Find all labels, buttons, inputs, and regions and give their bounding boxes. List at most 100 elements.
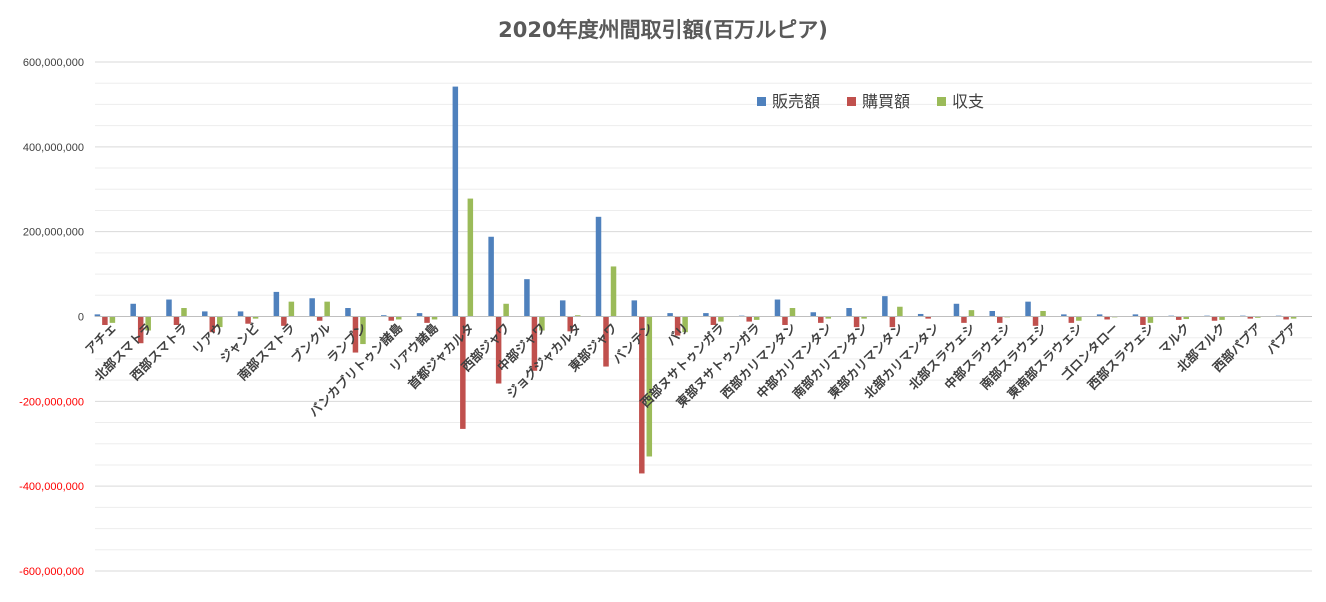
bar-収支-西部スマトラ (181, 308, 187, 317)
bar-購買額-南部スラウェシ (1032, 316, 1039, 326)
bar-収支-バリ (682, 316, 688, 333)
y-tick-label: -400,000,000 (19, 481, 84, 493)
bar-収支-マルク (1183, 316, 1189, 320)
bar-収支-南部カリマンタン (861, 316, 867, 319)
bar-購買額-ジャンビ (245, 316, 251, 324)
bar-購買額-南部カリマンタン (853, 316, 860, 328)
bar-収支-ランプン (360, 316, 366, 345)
bar-収支-リアウ (217, 316, 223, 328)
bar-収支-アチェ (109, 316, 116, 323)
bar-購買額-マルク (1175, 316, 1182, 320)
bar-収支-西部スラウェシ (1147, 316, 1154, 323)
y-tick-label: 200,000,000 (23, 227, 84, 239)
bar-販売額-西部スラウェシ (1132, 314, 1139, 317)
bar-購買額-南部スマトラ (281, 316, 287, 326)
bar-収支-東部ヌサトゥンガラ (753, 316, 760, 320)
y-tick-label: 400,000,000 (23, 142, 84, 154)
bar-販売額-首都ジャカルタ (452, 86, 459, 317)
bar-販売額-北部スラウェシ (953, 303, 960, 317)
bar-購買額-西部パプア (1247, 316, 1254, 319)
bar-販売額-南部カリマンタン (846, 308, 852, 317)
bar-販売額-中部カリマンタン (810, 312, 817, 317)
y-tick-label: 0 (78, 312, 84, 324)
bar-販売額-東部カリマンタン (882, 296, 888, 317)
bar-購買額-バンテン (639, 316, 645, 474)
bar-購買額-中部スラウェシ (997, 316, 1003, 323)
bar-販売額-アチェ (94, 314, 101, 317)
bar-販売額-西部ヌサトゥンガラ (703, 313, 709, 317)
legend-swatch (937, 97, 946, 106)
bar-収支-首都ジャカルタ (467, 198, 474, 317)
bar-購買額-ランプン (352, 316, 359, 353)
bar-収支-バンテン (646, 316, 653, 457)
bar-販売額-ゴロンタロー (1096, 314, 1103, 317)
bar-購買額-東部カリマンタン (889, 316, 896, 328)
bar-購買額-西部スマトラ (173, 316, 180, 325)
bar-収支-西部カリマンタン (789, 308, 796, 317)
bar-販売額-北部スマトラ (130, 303, 136, 317)
legend-swatch (757, 97, 766, 106)
bar-購買額-北部スマトラ (137, 316, 144, 344)
bar-販売額-西部カリマンタン (774, 299, 781, 317)
bar-販売額-西部スマトラ (166, 299, 172, 317)
bar-購買額-東南部スラウェシ (1068, 316, 1075, 323)
bar-購買額-西部カリマンタン (782, 316, 788, 325)
bar-購買額-ブンクル (316, 316, 323, 321)
bar-収支-ジョグジャカルタ (574, 315, 581, 317)
bar-収支-南部スラウェシ (1040, 310, 1046, 317)
bar-購買額-西部ヌサトゥンガラ (710, 316, 717, 325)
bar-購買額-北部スラウェシ (961, 316, 967, 323)
bar-販売額-バンテン (631, 300, 638, 317)
bar-購買額-東部ジャワ (603, 316, 609, 367)
bar-購買額-中部カリマンタン (818, 316, 824, 323)
bar-販売額-南部スラウェシ (1025, 301, 1031, 317)
bar-収支-東南部スラウェシ (1076, 316, 1082, 321)
bar-収支-バンカブリトゥン諸島 (396, 316, 402, 320)
bar-収支-北部スマトラ (145, 316, 151, 331)
bar-販売額-ジョグジャカルタ (559, 300, 566, 317)
bar-販売額-中部スラウェシ (989, 310, 995, 317)
bar-収支-中部ジャワ (539, 316, 545, 331)
legend-label: 販売額 (772, 92, 820, 111)
bar-購買額-西部スラウェシ (1140, 316, 1146, 325)
y-tick-label: -600,000,000 (19, 566, 84, 578)
bar-購買額-北部マルク (1211, 316, 1218, 321)
bar-購買額-アチェ (102, 316, 108, 325)
bar-販売額-ブンクル (309, 298, 315, 317)
bar-販売額-北部カリマンタン (917, 313, 924, 317)
y-tick-label: 600,000,000 (23, 57, 84, 69)
bar-販売額-バンカブリトゥン諸島 (381, 315, 387, 317)
bar-販売額-ジャンビ (237, 311, 244, 317)
bar-収支-東部カリマンタン (897, 306, 903, 317)
bar-購買額-バリ (674, 316, 681, 336)
bar-収支-北部スラウェシ (968, 310, 975, 317)
category-label: パプア (1263, 320, 1300, 357)
bar-収支-西部パプア (1255, 316, 1261, 318)
bar-購買額-リアウ (209, 316, 216, 333)
legend-label: 購買額 (862, 92, 910, 111)
bar-収支-東部ジャワ (610, 266, 617, 317)
bar-販売額-リアウ (202, 311, 208, 317)
y-tick-label: -200,000,000 (19, 396, 84, 408)
bar-購買額-バンカブリトゥン諸島 (388, 316, 394, 321)
legend-swatch (847, 97, 856, 106)
bar-収支-中部カリマンタン (825, 316, 832, 319)
bar-販売額-東南部スラウェシ (1061, 314, 1067, 317)
bar-販売額-バリ (667, 313, 673, 317)
bar-収支-南部スマトラ (288, 301, 295, 317)
bar-販売額-ランプン (345, 308, 351, 317)
bar-購買額-西部ジャワ (495, 316, 502, 384)
bar-収支-ブンクル (324, 301, 330, 317)
chart-title: 2020年度州間取引額(百万ルピア) (498, 18, 828, 42)
bar-収支-西部ジャワ (503, 303, 509, 317)
bar-購買額-パプア (1283, 316, 1289, 320)
bar-販売額-南部スマトラ (273, 291, 280, 317)
legend-label: 収支 (952, 92, 984, 111)
bar-購買額-北部カリマンタン (925, 316, 931, 319)
bar-購買額-ゴロンタロー (1104, 316, 1110, 320)
bar-販売額-中部ジャワ (524, 279, 530, 317)
bar-収支-リアウ諸島 (431, 316, 438, 320)
bar-購買額-首都ジャカルタ (460, 316, 466, 429)
